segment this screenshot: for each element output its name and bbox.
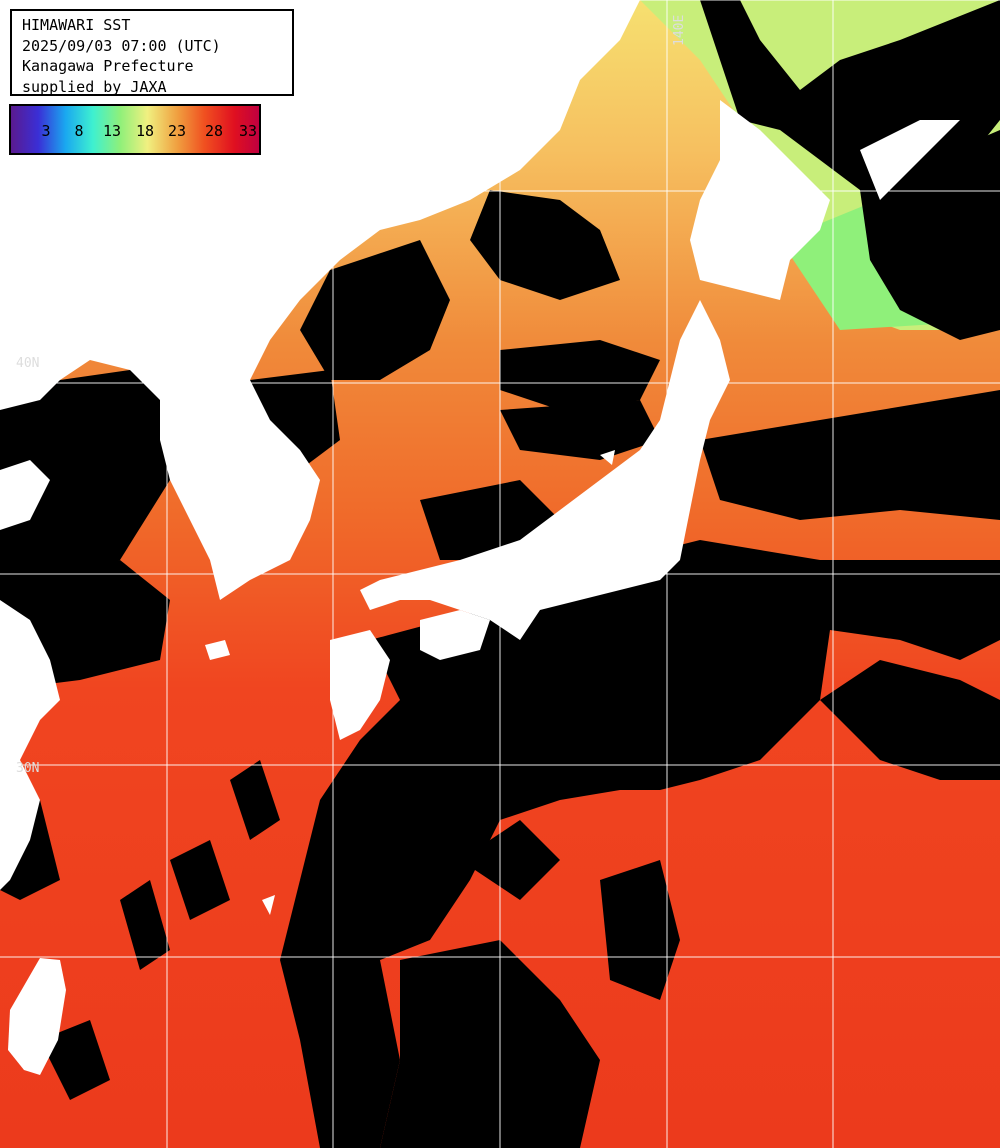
lat-label-30n: 30N	[16, 761, 39, 776]
color-scale-bar	[11, 106, 259, 153]
region-name: Kanagawa Prefecture	[22, 57, 194, 75]
scale-tick-3: 3	[41, 122, 50, 140]
scale-tick-23: 23	[168, 122, 186, 140]
scale-tick-28: 28	[205, 122, 223, 140]
scale-tick-13: 13	[103, 122, 121, 140]
scale-tick-8: 8	[74, 122, 83, 140]
info-box: HIMAWARI SST 2025/09/03 07:00 (UTC) Kana…	[10, 9, 294, 96]
lon-label-140e: 140E	[672, 15, 687, 46]
supplier-credit: supplied by JAXA	[22, 77, 167, 96]
observation-time: 2025/09/03 07:00 (UTC)	[22, 36, 221, 55]
product-title: HIMAWARI SST	[22, 16, 131, 34]
lat-label-40n: 40N	[16, 356, 39, 371]
color-scale: 3 8 13 18 23 28 33	[9, 104, 261, 155]
scale-tick-33: 33	[239, 122, 257, 140]
scale-tick-18: 18	[136, 122, 154, 140]
